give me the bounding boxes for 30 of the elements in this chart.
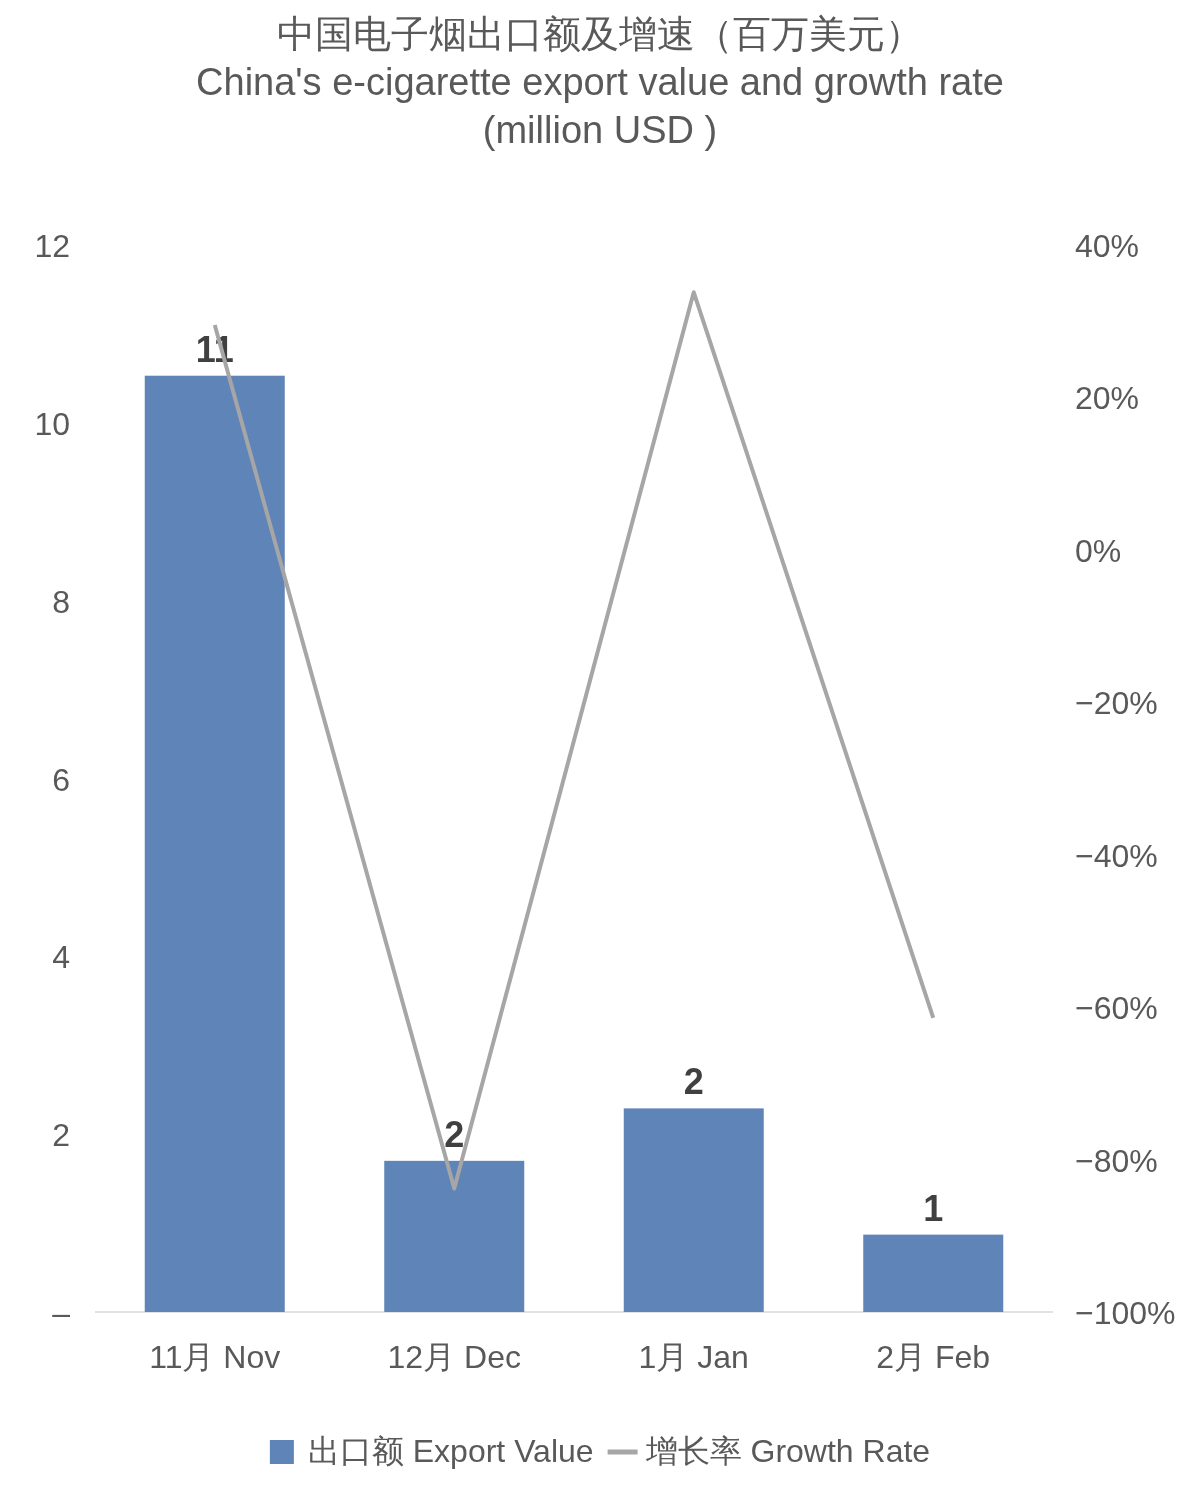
y-tick-label: 8 — [52, 583, 70, 620]
bar — [144, 375, 285, 1312]
y2-tick-label: 0% — [1075, 532, 1122, 569]
data-label: 2 — [444, 1113, 465, 1155]
legend-label: 增长率 Growth Rate — [644, 1433, 931, 1469]
x-tick-label: 1月 Jan — [638, 1339, 749, 1375]
y2-tick-label: −80% — [1075, 1142, 1158, 1179]
y2-tick-label: 20% — [1075, 380, 1140, 417]
x-tick-label: 2月 Feb — [876, 1339, 991, 1375]
data-label: 1 — [923, 1187, 944, 1229]
y-tick-label: 6 — [52, 761, 70, 798]
y-tick-label: 12 — [34, 228, 70, 264]
y2-tick-label: −20% — [1075, 685, 1158, 722]
bar — [623, 1108, 764, 1312]
data-label: 2 — [683, 1061, 704, 1103]
y-tick-label: 10 — [34, 405, 70, 442]
y2-tick-label: −40% — [1075, 837, 1158, 874]
chart-title: 中国电子烟出口额及增速（百万美元） — [276, 12, 924, 57]
legend-label: 出口额 Export Value — [307, 1433, 594, 1469]
y-tick-label: – — [52, 1295, 71, 1331]
chart-subtitle: China's e-cigarette export value and growth rate (million USD ) — [195, 60, 1005, 153]
x-tick-label: 11月 Nov — [149, 1339, 281, 1375]
bar — [863, 1234, 1004, 1312]
y-tick-label: 2 — [52, 1117, 70, 1154]
y2-tick-label: 40% — [1075, 228, 1140, 264]
y2-tick-label: −100% — [1075, 1295, 1176, 1331]
x-tick-label: 12月 Dec — [387, 1339, 521, 1375]
bar — [384, 1160, 525, 1312]
y-tick-label: 4 — [52, 939, 70, 976]
y2-tick-label: −60% — [1075, 990, 1158, 1027]
